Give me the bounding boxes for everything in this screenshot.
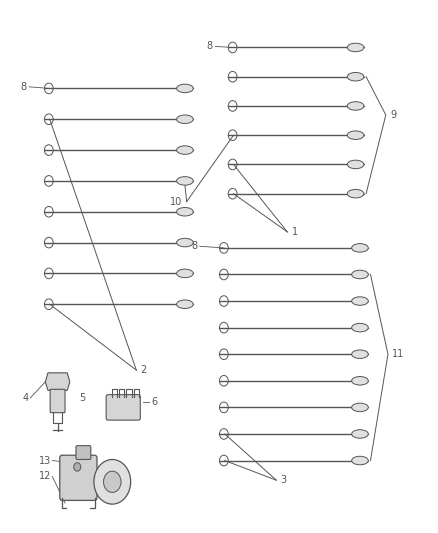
Text: 2: 2 [141,365,147,375]
Text: 3: 3 [280,475,286,485]
Ellipse shape [346,72,363,81]
Ellipse shape [346,43,363,52]
Ellipse shape [351,297,367,305]
Text: 8: 8 [206,42,212,51]
Text: 11: 11 [392,349,404,359]
Ellipse shape [176,207,193,216]
Text: 9: 9 [389,110,396,120]
Ellipse shape [351,350,367,359]
Ellipse shape [351,430,367,438]
Ellipse shape [351,456,367,465]
Circle shape [94,459,131,504]
Ellipse shape [176,176,193,185]
Ellipse shape [176,84,193,93]
Ellipse shape [176,300,193,309]
Ellipse shape [351,244,367,252]
Circle shape [74,463,81,471]
FancyBboxPatch shape [50,389,65,413]
Text: 5: 5 [79,393,85,403]
Circle shape [103,471,121,492]
Ellipse shape [176,115,193,124]
Ellipse shape [351,270,367,279]
Text: 1: 1 [291,227,297,237]
Text: 12: 12 [39,472,51,481]
Ellipse shape [346,102,363,110]
FancyBboxPatch shape [60,455,97,500]
Ellipse shape [351,376,367,385]
Ellipse shape [176,269,193,278]
Ellipse shape [346,131,363,140]
Text: 8: 8 [191,241,197,251]
Text: 4: 4 [23,393,29,403]
FancyBboxPatch shape [76,446,91,459]
Ellipse shape [351,403,367,411]
FancyBboxPatch shape [106,394,140,420]
Ellipse shape [176,238,193,247]
Ellipse shape [346,160,363,168]
Ellipse shape [176,146,193,155]
Polygon shape [45,373,70,390]
Text: 6: 6 [151,397,157,407]
Text: 13: 13 [39,456,51,465]
Text: 10: 10 [170,197,182,207]
Ellipse shape [351,324,367,332]
Text: 8: 8 [21,82,27,92]
Ellipse shape [346,189,363,198]
